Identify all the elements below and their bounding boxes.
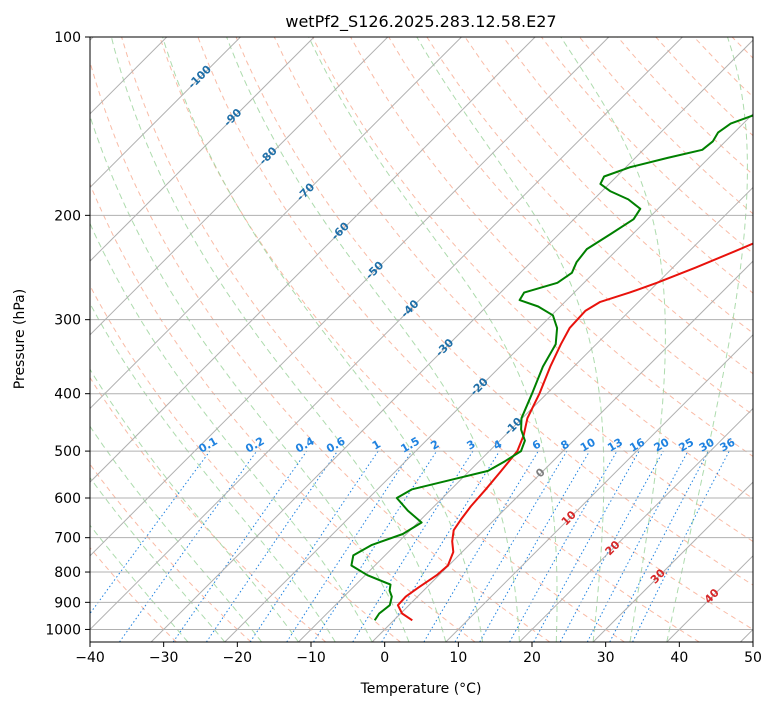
y-tick-label: 800 xyxy=(54,565,81,581)
y-tick-label: 300 xyxy=(54,313,81,329)
x-tick-label: −30 xyxy=(149,650,179,666)
isotherm xyxy=(4,37,609,642)
mixing-ratio-label: 16 xyxy=(627,435,647,454)
dry-adiabat xyxy=(7,37,400,642)
mixing-ratio-line xyxy=(510,451,617,642)
dry-adiabat xyxy=(656,37,775,642)
y-tick-label: 500 xyxy=(54,444,81,460)
moist-adiabat xyxy=(46,94,372,642)
dry-adiabat xyxy=(618,37,775,642)
isotherm xyxy=(225,37,775,642)
mixing-ratio-line xyxy=(587,451,688,642)
mixing-ratio-line xyxy=(455,451,567,642)
isotherm xyxy=(372,37,775,642)
x-axis: −40 −30 −20 −10 0 10 20 30 40 50 xyxy=(75,642,762,666)
chart-title: wetPf2_S126.2025.283.12.58.E27 xyxy=(285,12,556,32)
moist-adiabat xyxy=(667,37,748,642)
mixing-ratio-label: 1 xyxy=(370,438,383,453)
isotherm-label: 40 xyxy=(702,586,722,606)
mixing-ratio-line xyxy=(424,451,538,642)
mixing-ratio-label: 0.1 xyxy=(196,435,219,456)
y-tick-label: 400 xyxy=(54,387,81,403)
mixing-ratio-label: 36 xyxy=(718,435,738,454)
mixing-ratio-label: 0.2 xyxy=(243,435,266,456)
mixing-ratio-label: 30 xyxy=(697,435,717,454)
dry-adiabats xyxy=(0,37,775,642)
y-tick-label: 600 xyxy=(54,491,81,507)
mixing-ratio-line xyxy=(534,451,639,642)
x-tick-label: −40 xyxy=(75,650,105,666)
isotherm xyxy=(519,37,775,642)
moist-adiabat xyxy=(111,37,445,642)
dry-adiabat xyxy=(0,37,326,642)
dry-adiabat xyxy=(45,37,475,642)
moist-adiabats xyxy=(0,37,747,642)
dry-adiabat xyxy=(541,37,775,642)
mixing-ratio-label: 1.5 xyxy=(398,435,421,456)
dewpoint-line xyxy=(351,37,775,620)
moist-adiabat xyxy=(0,181,225,642)
dry-adiabat xyxy=(198,37,774,642)
moist-adiabat xyxy=(227,37,520,642)
mixing-ratio-line xyxy=(250,451,378,642)
y-tick-label: 700 xyxy=(54,531,81,547)
y-tick-label: 1000 xyxy=(45,622,81,638)
isotherm xyxy=(0,37,314,642)
y-tick-label: 900 xyxy=(54,595,81,611)
mixing-ratio-label: 0.6 xyxy=(324,434,348,455)
sounding-series xyxy=(351,37,775,620)
x-tick-label: −10 xyxy=(296,650,326,666)
x-tick-label: −20 xyxy=(223,650,253,666)
dry-adiabat xyxy=(236,37,775,642)
x-tick-label: 50 xyxy=(744,650,762,666)
dry-adiabat xyxy=(694,37,775,642)
isotherm-gridlines xyxy=(0,37,775,642)
mixing-ratio-label: 13 xyxy=(605,436,625,455)
isotherm xyxy=(667,37,775,642)
y-tick-label: 100 xyxy=(54,30,81,46)
mixing-ratio-line xyxy=(287,451,412,642)
mixing-ratio-label: 2 xyxy=(428,438,441,453)
isobar-gridlines xyxy=(90,37,753,629)
dry-adiabat xyxy=(770,37,775,642)
dry-adiabat xyxy=(503,37,775,642)
moist-adiabat xyxy=(75,62,409,643)
y-axis-label: Pressure (hPa) xyxy=(12,289,28,389)
mixing-ratio-label: 20 xyxy=(652,435,672,454)
y-axis: 100 200 300 400 500 600 700 800 900 1000 xyxy=(45,30,90,638)
x-tick-label: 0 xyxy=(380,650,389,666)
x-axis-label: Temperature (°C) xyxy=(360,681,482,697)
y-tick-label: 200 xyxy=(54,208,81,224)
x-tick-label: 20 xyxy=(523,650,541,666)
mixing-ratio-label: 10 xyxy=(578,435,598,454)
isotherm-label: -20 xyxy=(468,375,491,398)
x-tick-label: 10 xyxy=(449,650,467,666)
mixing-ratio-label: 25 xyxy=(676,436,696,455)
x-tick-label: 40 xyxy=(670,650,688,666)
mixing-ratio-lines xyxy=(69,451,729,642)
moist-adiabat xyxy=(163,37,483,642)
dry-adiabat xyxy=(312,37,775,642)
moist-adiabat xyxy=(0,202,188,642)
mixing-ratio-line xyxy=(314,451,437,642)
isotherm xyxy=(77,37,682,642)
dry-adiabat xyxy=(0,37,251,642)
dry-adiabat xyxy=(465,37,775,642)
plot-frame xyxy=(90,37,753,642)
x-tick-label: 30 xyxy=(597,650,615,666)
moist-adiabat xyxy=(18,114,336,642)
isotherm-label: -90 xyxy=(221,106,244,129)
mixing-ratio-label: 4 xyxy=(491,437,504,452)
mixing-ratio-label: 0.4 xyxy=(293,434,317,455)
